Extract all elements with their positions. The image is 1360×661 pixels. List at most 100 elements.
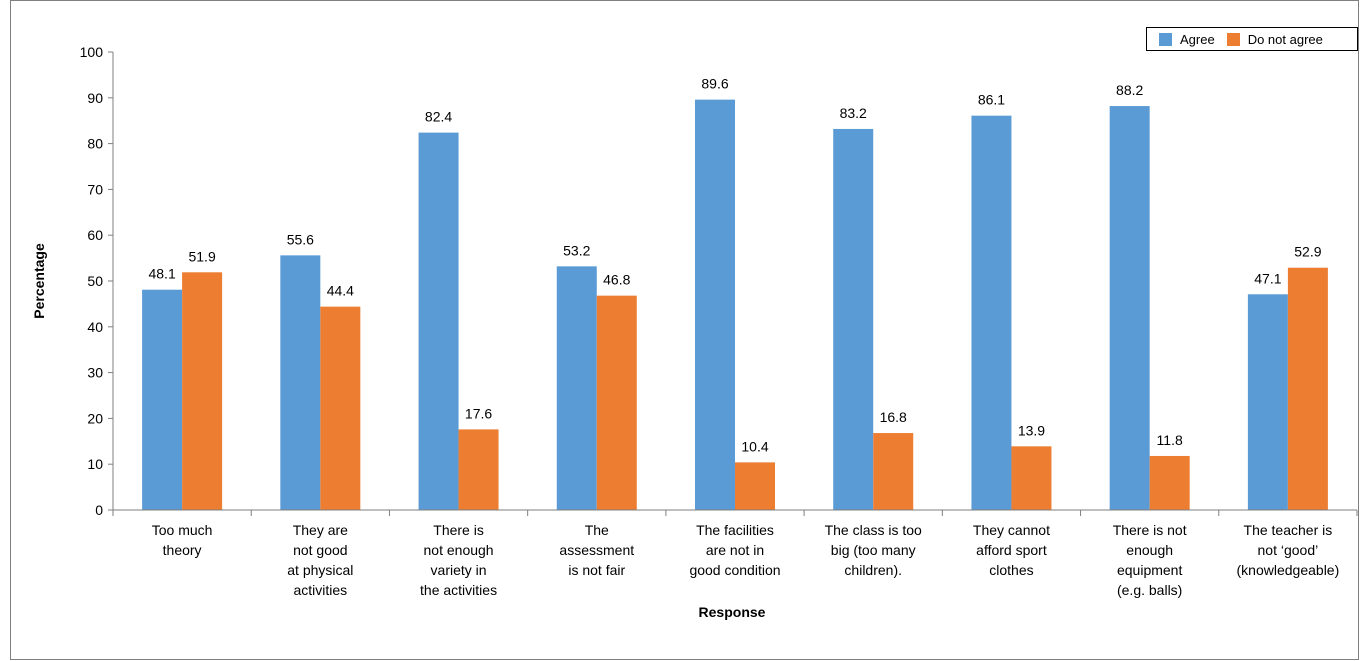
y-tick-label: 90: [87, 90, 103, 106]
y-tick-label: 30: [87, 365, 103, 381]
data-label: 89.6: [701, 76, 728, 92]
x-tick-label-line: at physical: [287, 562, 353, 578]
bar-agree: [142, 289, 183, 510]
legend: Agree Do not agree: [1146, 27, 1358, 51]
y-axis-title: Percentage: [31, 243, 47, 319]
x-tick-label: They cannot afford sport clothes: [973, 522, 1050, 578]
x-tick-label: Too much theory: [152, 522, 213, 558]
x-tick-label-line: The teacher is: [1244, 522, 1333, 538]
legend-label-do-not-agree: Do not agree: [1247, 31, 1323, 47]
x-tick-label-line: Too much: [152, 522, 213, 538]
legend-item-do-not-agree: Do not agree: [1226, 31, 1323, 47]
x-tick-label-line: variety in: [431, 562, 487, 578]
data-label: 83.2: [840, 105, 867, 121]
bar-agree: [833, 128, 874, 510]
bar-do-not-agree: [458, 429, 499, 510]
x-tick-label: There is not enough variety in the activiti…: [420, 522, 497, 598]
legend-swatch-do-not-agree: [1226, 32, 1240, 46]
data-label: 16.8: [880, 409, 907, 425]
x-tick-label-line: The facilities: [696, 522, 774, 538]
x-tick-label-line: There is not: [1113, 522, 1187, 538]
x-tick-label-line: (knowledgeable): [1237, 562, 1340, 578]
y-tick-label: 80: [87, 136, 103, 152]
x-tick-label: The facilities are not in good condition: [689, 522, 780, 578]
bar-agree: [280, 255, 321, 510]
bar-agree: [971, 115, 1012, 511]
data-label: 86.1: [978, 92, 1005, 108]
legend-label-agree: Agree: [1180, 31, 1215, 47]
x-tick-label-line: The: [585, 522, 609, 538]
bar-agree: [1109, 106, 1150, 510]
x-tick-label-line: not enough: [424, 542, 494, 558]
bar-do-not-agree: [182, 272, 223, 510]
data-label: 52.9: [1294, 244, 1321, 260]
x-tick-label: They are not good at physical activities: [287, 522, 353, 598]
y-tick-label: 50: [87, 273, 103, 289]
x-tick-label-line: are not in: [706, 542, 764, 558]
bar-do-not-agree: [1287, 267, 1328, 510]
x-tick-label-line: theory: [163, 542, 202, 558]
data-label: 82.4: [425, 109, 452, 125]
x-tick-label-line: The class is too: [825, 522, 922, 538]
y-tick-label: 60: [87, 227, 103, 243]
x-tick-label-line: clothes: [989, 562, 1033, 578]
bar-do-not-agree: [1149, 455, 1190, 510]
data-label: 11.8: [1157, 432, 1183, 448]
x-tick-label-line: not good: [293, 542, 348, 558]
data-label: 53.2: [563, 242, 590, 258]
bar-do-not-agree: [873, 433, 914, 510]
data-label: 47.1: [1254, 270, 1281, 286]
data-label: 48.1: [148, 266, 175, 282]
x-tick-label-line: the activities: [420, 582, 497, 598]
y-tick-label: 20: [87, 410, 103, 426]
x-tick-label-line: not ‘good’: [1258, 542, 1319, 558]
chart-frame: [10, 0, 1359, 660]
bar-do-not-agree: [596, 295, 637, 510]
x-tick-label-line: There is: [433, 522, 484, 538]
y-tick-label: 100: [80, 44, 104, 60]
legend-item-agree: Agree: [1159, 32, 1215, 47]
y-tick-label: 70: [87, 181, 103, 197]
x-tick-label: The class is too big (too many children).: [825, 522, 922, 578]
x-tick-label-line: They cannot: [973, 522, 1050, 538]
x-tick-label-line: afford sport: [976, 542, 1047, 558]
bar-agree: [418, 132, 459, 510]
bar-agree: [556, 266, 597, 510]
data-label: 17.6: [465, 405, 492, 421]
legend-swatch-agree: [1159, 32, 1172, 46]
x-tick-label-line: They are: [293, 522, 348, 538]
x-tick-label-line: (e.g. balls): [1117, 582, 1182, 598]
data-label: 46.8: [603, 272, 630, 288]
x-tick-label-line: children).: [844, 562, 902, 578]
x-tick-label-line: is not fair: [568, 562, 625, 578]
data-label: 88.2: [1116, 82, 1143, 98]
x-tick-label-line: good condition: [689, 562, 780, 578]
x-tick-label: There is not enough equipment (e.g. balls): [1113, 522, 1187, 598]
bar-do-not-agree: [1011, 446, 1052, 510]
y-axis-ticks: 0 10 20 30 40 50 60 70 80 90 100: [80, 44, 113, 518]
x-tick-label-line: assessment: [559, 542, 634, 558]
x-axis-title: Response: [699, 604, 766, 620]
bar-do-not-agree: [735, 462, 775, 510]
data-label: 44.4: [327, 283, 354, 299]
data-labels: 48.1 55.6 82.4 53.2 89.6 83.2 86.1 88.2 47.1 51.9…: [148, 76, 1321, 455]
data-label: 10.4: [741, 438, 768, 454]
bars: [142, 99, 1328, 511]
x-axis-ticks: Too much theory They are not good at physica…: [112, 510, 1358, 598]
x-tick-label: The teacher is not ‘good’ (knowledgeable): [1237, 522, 1340, 578]
x-tick-label-line: activities: [293, 582, 347, 598]
data-label: 13.9: [1018, 422, 1045, 438]
bar-agree: [1247, 294, 1288, 510]
y-tick-label: 10: [87, 456, 103, 472]
x-tick-label: The assessment is not fair: [559, 522, 634, 578]
data-label: 55.6: [287, 231, 314, 247]
bar-agree: [695, 99, 735, 510]
y-tick-label: 40: [87, 319, 103, 335]
y-tick-label: 0: [95, 502, 103, 518]
data-label: 51.9: [188, 248, 215, 264]
x-tick-label-line: enough: [1126, 542, 1173, 558]
x-tick-label-line: equipment: [1117, 562, 1182, 578]
x-tick-label-line: big (too many: [831, 542, 916, 558]
bar-do-not-agree: [320, 306, 361, 510]
